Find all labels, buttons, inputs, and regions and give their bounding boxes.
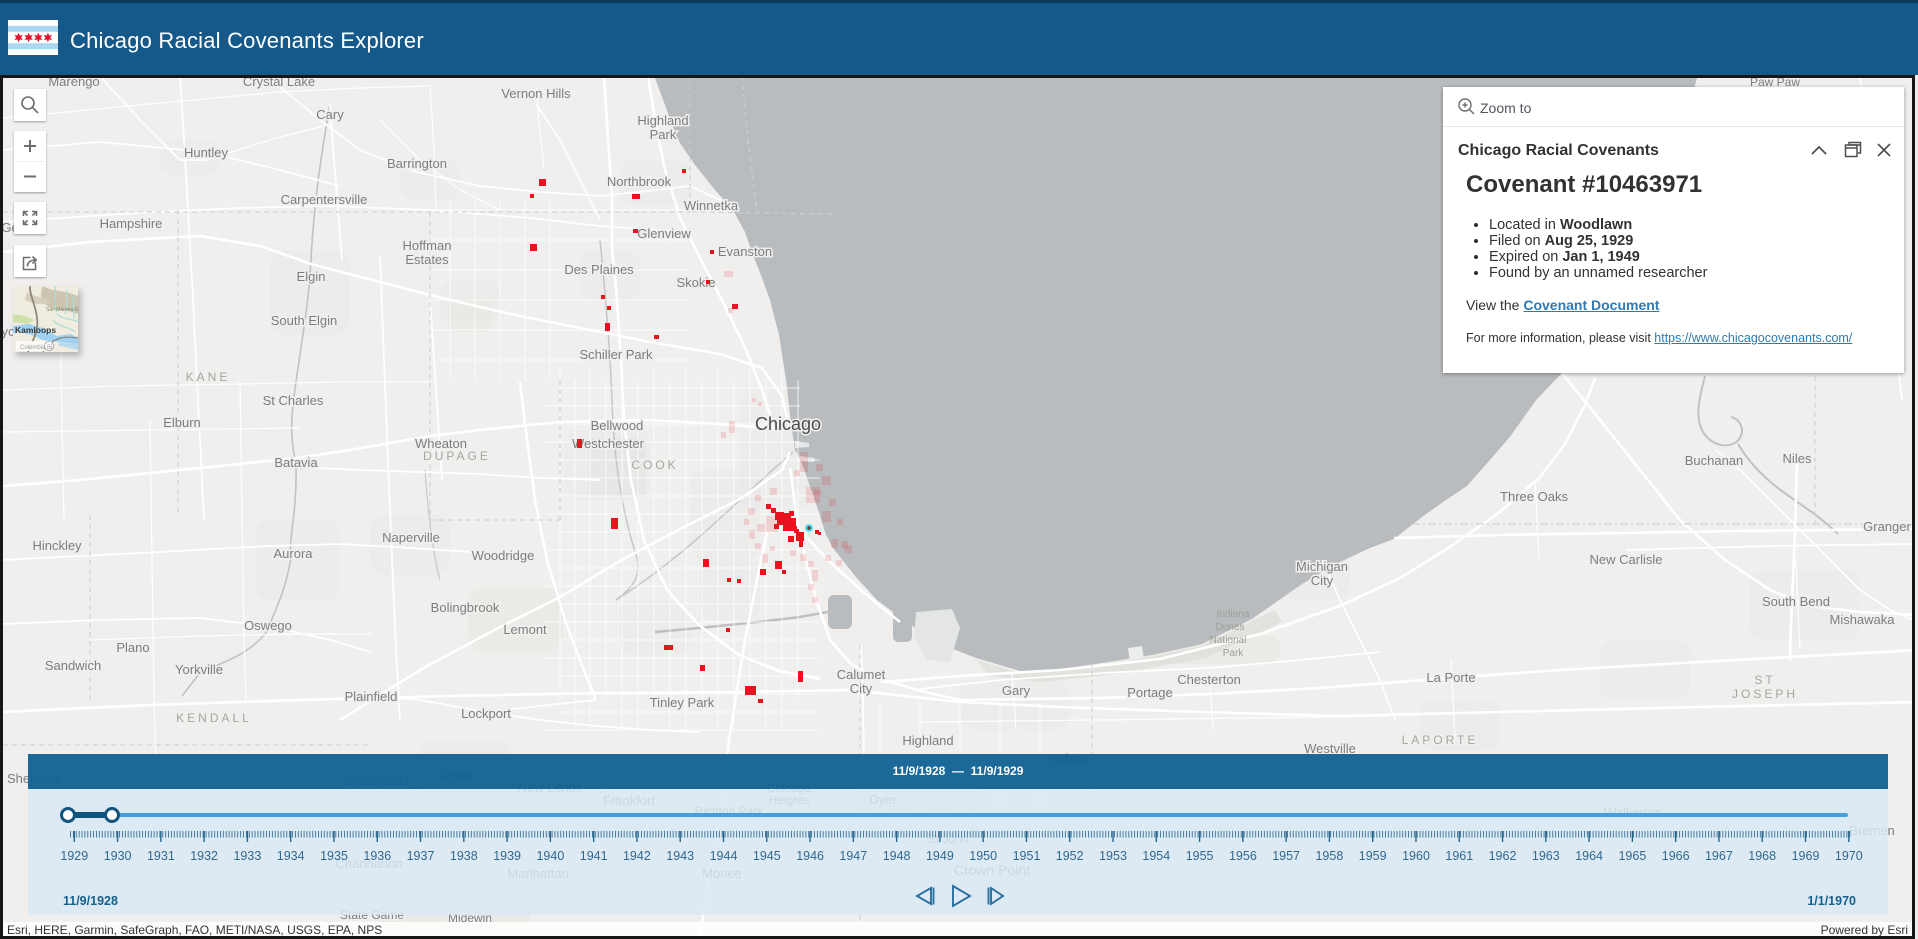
svg-text:Crystal Lake: Crystal Lake	[243, 78, 315, 89]
svg-text:Chesterton: Chesterton	[1177, 672, 1241, 687]
svg-text:Westville: Westville	[1304, 741, 1356, 756]
svg-text:Mishawaka: Mishawaka	[1829, 612, 1895, 627]
svg-text:Hampshire: Hampshire	[100, 216, 163, 231]
svg-text:Sandwich: Sandwich	[45, 658, 101, 673]
svg-text:Indiana: Indiana	[1217, 609, 1250, 620]
svg-text:Plainfield: Plainfield	[345, 689, 398, 704]
svg-text:Winnetka: Winnetka	[684, 198, 739, 213]
svg-text:Portage: Portage	[1127, 685, 1173, 700]
svg-text:Park: Park	[1223, 648, 1245, 659]
svg-text:Kamloops: Kamloops	[15, 325, 56, 335]
svg-text:Carpentersville: Carpentersville	[281, 192, 368, 207]
svg-text:Des Plaines: Des Plaines	[564, 262, 634, 277]
svg-text:Bellwood: Bellwood	[591, 418, 644, 433]
svg-text:Plano: Plano	[116, 640, 149, 655]
svg-text:Hoffman: Hoffman	[403, 238, 452, 253]
svg-text:Elgin: Elgin	[297, 269, 326, 284]
svg-text:Michigan: Michigan	[1296, 559, 1348, 574]
svg-text:South Elgin: South Elgin	[271, 313, 338, 328]
svg-text:Calumet: Calumet	[837, 667, 886, 682]
svg-text:National: National	[1210, 635, 1247, 646]
svg-text:Batavia: Batavia	[274, 455, 318, 470]
svg-text:City: City	[850, 681, 873, 696]
svg-text:KANE: KANE	[186, 370, 231, 384]
svg-text:Granger: Granger	[1863, 519, 1911, 534]
svg-text:Lockport: Lockport	[461, 706, 511, 721]
svg-text:Oswego: Oswego	[244, 618, 292, 633]
svg-text:South Bend: South Bend	[1762, 594, 1830, 609]
svg-text:New Carlisle: New Carlisle	[1590, 552, 1663, 567]
svg-text:Highland: Highland	[637, 113, 688, 128]
svg-text:St Charles: St Charles	[263, 393, 324, 408]
svg-text:Estates: Estates	[405, 252, 449, 267]
svg-text:Three Oaks: Three Oaks	[1500, 489, 1568, 504]
svg-text:Hinckley: Hinckley	[32, 538, 82, 553]
svg-text:Dunes: Dunes	[1216, 622, 1245, 633]
svg-text:Columbia Bi: Columbia Bi	[20, 345, 52, 351]
svg-text:Elburn: Elburn	[163, 415, 201, 430]
svg-text:Chicago: Chicago	[755, 414, 821, 434]
svg-text:Huntley: Huntley	[184, 145, 229, 160]
svg-text:San Marena Golf: San Marena Golf	[46, 307, 78, 313]
svg-text:Skokie: Skokie	[676, 275, 715, 290]
svg-text:Tinley Park: Tinley Park	[650, 695, 715, 710]
svg-text:Marengo: Marengo	[48, 78, 99, 89]
svg-text:Gary: Gary	[1002, 683, 1031, 698]
svg-text:Aurora: Aurora	[273, 546, 313, 561]
svg-text:Wheaton: Wheaton	[415, 436, 467, 451]
svg-text:Buchanan: Buchanan	[1685, 453, 1744, 468]
svg-text:Woodridge: Woodridge	[472, 548, 535, 563]
svg-text:COOK: COOK	[631, 458, 678, 472]
svg-text:Yorkville: Yorkville	[175, 662, 223, 677]
svg-text:Bolingbrook: Bolingbrook	[431, 600, 500, 615]
svg-text:Vernon Hills: Vernon Hills	[501, 86, 571, 101]
svg-text:Park: Park	[650, 127, 677, 142]
svg-text:Northbrook: Northbrook	[607, 174, 672, 189]
svg-text:Glenview: Glenview	[637, 226, 691, 241]
svg-text:Schiller Park: Schiller Park	[580, 347, 653, 362]
svg-text:Barrington: Barrington	[387, 156, 447, 171]
svg-text:JOSEPH: JOSEPH	[1732, 687, 1798, 701]
svg-text:Naperville: Naperville	[382, 530, 440, 545]
svg-text:Evanston: Evanston	[718, 244, 772, 259]
svg-text:La Porte: La Porte	[1426, 670, 1475, 685]
svg-text:LAPORTE: LAPORTE	[1402, 733, 1479, 747]
svg-text:Cary: Cary	[316, 107, 344, 122]
svg-text:Lemont: Lemont	[503, 622, 547, 637]
svg-text:Niles: Niles	[1783, 451, 1812, 466]
svg-text:City: City	[1311, 573, 1334, 588]
svg-text:KENDALL: KENDALL	[176, 711, 252, 725]
svg-text:DUPAGE: DUPAGE	[423, 449, 491, 463]
svg-text:Highland: Highland	[902, 733, 953, 748]
svg-text:ST: ST	[1754, 673, 1775, 687]
svg-text:Westchester: Westchester	[572, 436, 645, 451]
